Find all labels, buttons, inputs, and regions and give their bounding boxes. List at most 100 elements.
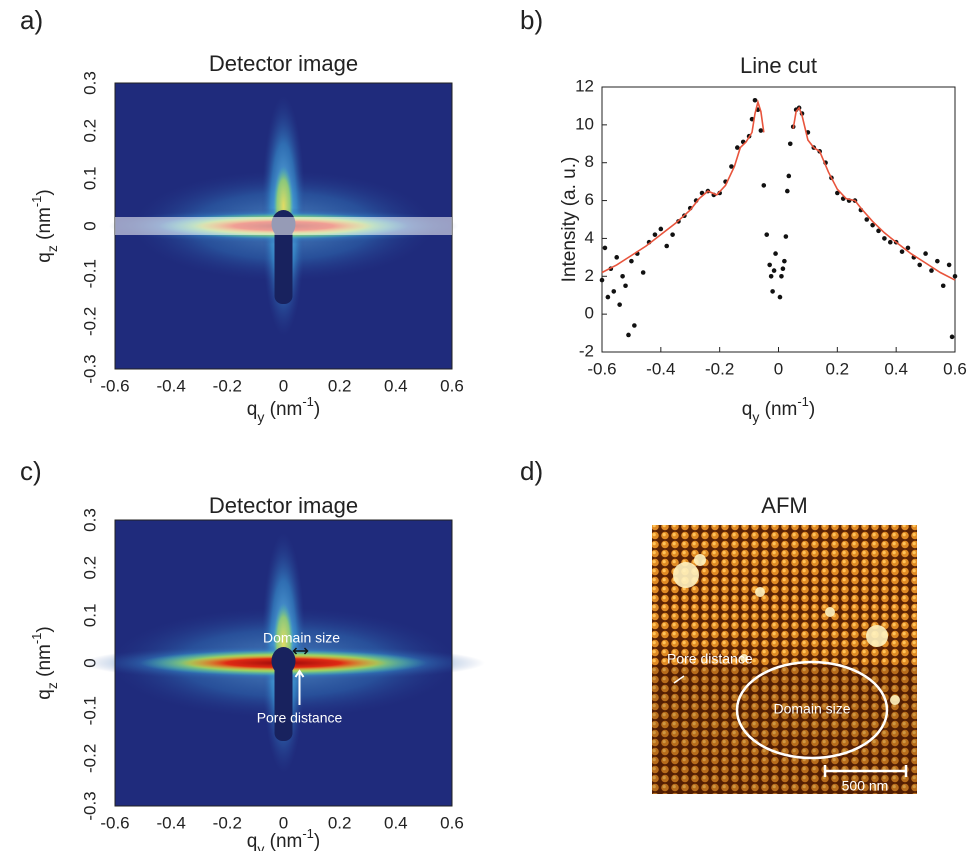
y-tick-label: -0.2 bbox=[80, 307, 99, 336]
data-point bbox=[768, 273, 774, 279]
x-tick-label: 0.6 bbox=[943, 359, 967, 378]
x-tick-label: -0.6 bbox=[587, 359, 616, 378]
afm-particle bbox=[866, 625, 888, 647]
axis-label-part: -1 bbox=[302, 826, 314, 841]
axis-label-part: ) bbox=[314, 399, 320, 420]
y-tick-label: -0.2 bbox=[80, 744, 99, 773]
data-point bbox=[767, 262, 772, 268]
panel-label: c) bbox=[20, 456, 42, 486]
data-point bbox=[949, 334, 955, 340]
x-tick-label: -0.2 bbox=[705, 359, 734, 378]
x-tick-label: 0.2 bbox=[826, 359, 850, 378]
x-tick-label: -0.2 bbox=[213, 376, 242, 395]
data-point bbox=[640, 270, 646, 275]
data-point bbox=[761, 183, 767, 188]
data-point bbox=[758, 128, 764, 133]
data-point bbox=[773, 251, 778, 256]
x-tick-label: 0.6 bbox=[440, 813, 464, 832]
axis-label: qy (nm-1) bbox=[742, 394, 815, 425]
annotation: Pore distance bbox=[257, 710, 343, 726]
chart-title: Line cut bbox=[740, 53, 817, 78]
axis-label-part: z bbox=[44, 245, 60, 252]
data-point bbox=[623, 283, 628, 289]
axis-label-part: (nm bbox=[264, 399, 302, 420]
axis-label-part: ) bbox=[34, 626, 55, 632]
data-point bbox=[626, 332, 631, 338]
data-point bbox=[652, 232, 658, 237]
axis-label-part: -1 bbox=[302, 394, 314, 409]
axis-label-part: q bbox=[34, 252, 55, 263]
data-point bbox=[771, 268, 777, 273]
x-tick-label: 0 bbox=[774, 359, 783, 378]
data-point bbox=[664, 243, 670, 249]
annotation-arrow bbox=[673, 675, 685, 684]
data-point bbox=[599, 277, 605, 283]
data-point bbox=[735, 145, 740, 150]
axis-label-part: q bbox=[247, 831, 258, 851]
data-point bbox=[905, 245, 911, 251]
axis-label-part: q bbox=[742, 399, 753, 420]
data-point bbox=[670, 232, 675, 237]
afm-particle bbox=[755, 587, 765, 597]
y-tick-label: 0.2 bbox=[80, 119, 99, 143]
x-tick-label: 0.6 bbox=[440, 376, 464, 395]
y-tick-label: -0.1 bbox=[80, 696, 99, 725]
data-point bbox=[658, 226, 664, 232]
axis-label-part: (nm bbox=[264, 831, 302, 851]
data-point bbox=[605, 294, 611, 300]
afm-particle bbox=[890, 695, 900, 705]
data-point bbox=[923, 251, 928, 256]
data-point bbox=[777, 294, 783, 300]
data-point bbox=[614, 255, 620, 260]
afm-particle bbox=[694, 554, 706, 566]
data-point bbox=[770, 289, 775, 294]
axis-label-part: Intensity (a. u.) bbox=[559, 157, 580, 283]
plot-frame bbox=[601, 86, 956, 353]
data-point bbox=[782, 258, 787, 264]
y-tick-label: 10 bbox=[575, 114, 594, 133]
data-point bbox=[786, 173, 792, 179]
axis-label-part: -1 bbox=[29, 633, 44, 645]
data-point bbox=[785, 188, 790, 194]
data-point bbox=[602, 245, 608, 251]
axis-label-part: ) bbox=[34, 189, 55, 195]
data-point bbox=[864, 217, 870, 222]
y-tick-label: -0.1 bbox=[80, 259, 99, 288]
x-tick-label: 0.4 bbox=[384, 813, 408, 832]
axis-label-part: q bbox=[34, 689, 55, 700]
axis-label-part: q bbox=[247, 399, 258, 420]
data-point bbox=[899, 249, 905, 254]
x-tick-label: 0 bbox=[279, 813, 288, 832]
data-point bbox=[787, 141, 793, 147]
data-point bbox=[940, 283, 946, 289]
data-point bbox=[870, 222, 875, 228]
axis-label-part: y bbox=[257, 409, 264, 425]
data-point bbox=[620, 273, 625, 279]
axis-label-part: (nm bbox=[34, 644, 55, 682]
data-point bbox=[779, 273, 784, 279]
chart-title: AFM bbox=[761, 493, 807, 518]
y-tick-label: 0.2 bbox=[80, 556, 99, 580]
axis-label-part: y bbox=[752, 409, 759, 425]
afm-particle bbox=[740, 654, 748, 662]
y-tick-label: 0 bbox=[80, 221, 99, 230]
afm-shade bbox=[652, 665, 917, 794]
x-tick-label: 0.4 bbox=[884, 359, 908, 378]
afm-particle bbox=[825, 607, 835, 617]
y-tick-label: 0.3 bbox=[80, 71, 99, 95]
x-tick-label: 0.4 bbox=[384, 376, 408, 395]
axis-label: qz (nm-1) bbox=[29, 626, 60, 699]
annotation: Domain size bbox=[263, 630, 340, 646]
data-point bbox=[783, 234, 789, 239]
data-point bbox=[611, 289, 617, 294]
data-point bbox=[729, 164, 734, 169]
x-tick-label: 0.2 bbox=[328, 813, 352, 832]
data-point bbox=[835, 190, 840, 196]
chart-title: Detector image bbox=[209, 51, 358, 76]
axis-label-part: y bbox=[257, 841, 264, 851]
chart-title: Detector image bbox=[209, 493, 358, 518]
data-point bbox=[935, 258, 940, 264]
y-tick-label: -0.3 bbox=[80, 791, 99, 820]
annotation-arrow bbox=[292, 647, 309, 655]
